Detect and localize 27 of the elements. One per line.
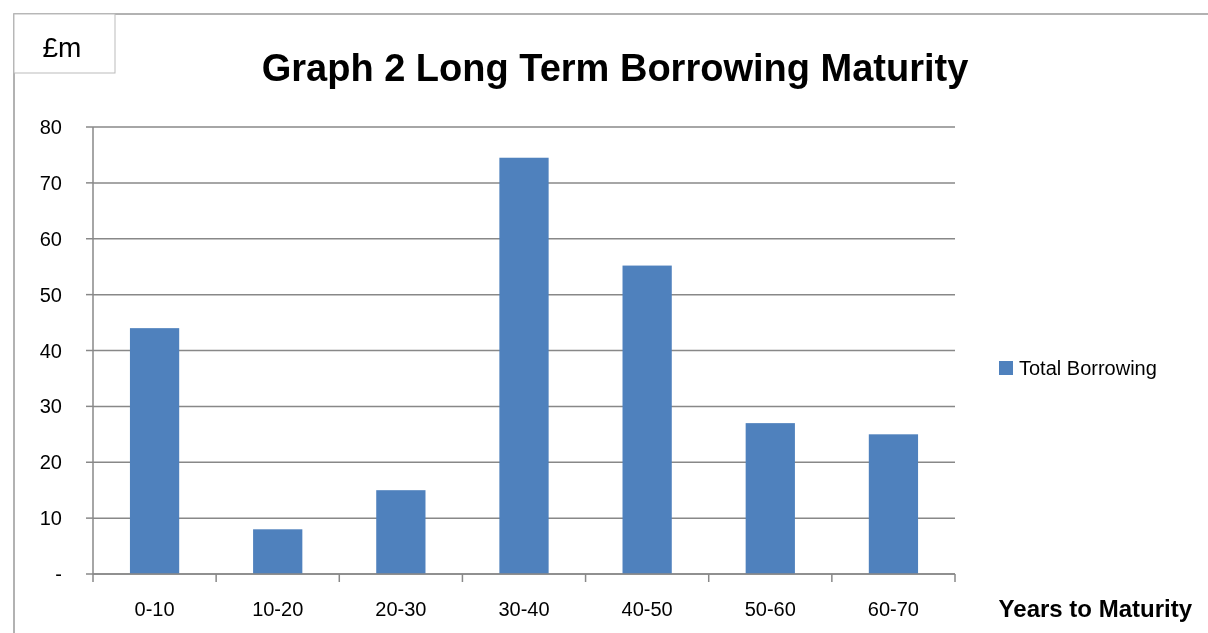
y-tick-label: 20 bbox=[39, 451, 62, 474]
y-tick-label: - bbox=[55, 563, 62, 585]
x-tick-label: 40-50 bbox=[621, 598, 673, 620]
y-tick-label: 60 bbox=[39, 227, 62, 250]
bar bbox=[376, 490, 426, 574]
bar bbox=[499, 157, 549, 574]
x-tick-label: 10-20 bbox=[252, 598, 304, 620]
bar bbox=[253, 529, 303, 574]
bar bbox=[745, 423, 795, 574]
bar bbox=[622, 265, 672, 574]
x-tick-label: 0-10 bbox=[134, 598, 175, 620]
x-tick-label: 60-70 bbox=[867, 598, 920, 620]
chart-title: Graph 2 Long Term Borrowing Maturity bbox=[261, 47, 969, 89]
bar bbox=[129, 328, 180, 574]
y-tick-label: 70 bbox=[39, 171, 62, 194]
y-tick-label: 30 bbox=[39, 395, 62, 418]
x-tick-label: 20-30 bbox=[375, 598, 427, 620]
y-tick-label: 80 bbox=[39, 116, 62, 138]
x-axis-title: Years to Maturity bbox=[998, 595, 1193, 622]
y-tick-label: 40 bbox=[39, 339, 62, 362]
x-tick-label: 50-60 bbox=[744, 598, 796, 620]
y-tick-label: 50 bbox=[39, 283, 62, 306]
x-tick-label: 30-40 bbox=[498, 598, 550, 620]
bar bbox=[868, 434, 919, 574]
y-tick-label: 10 bbox=[39, 507, 62, 530]
y-axis-title: £m bbox=[42, 32, 82, 63]
legend-label: Total Borrowing bbox=[1019, 357, 1157, 379]
